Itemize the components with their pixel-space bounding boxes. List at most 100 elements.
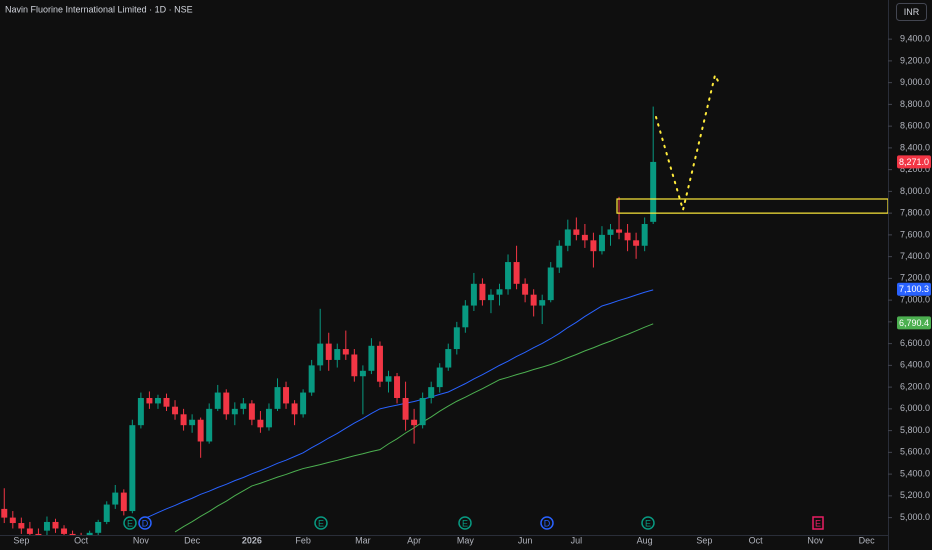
x-tick-label: Aug <box>637 535 653 545</box>
candle-body <box>248 403 255 420</box>
event-marker[interactable] <box>458 516 472 530</box>
candle-body <box>547 267 554 301</box>
candle-body <box>590 240 597 252</box>
candle-body <box>43 521 50 531</box>
chart-title: Navin Fluorine International Limited · 1… <box>5 4 193 14</box>
y-tick-label: 8,400.0 <box>900 142 930 152</box>
y-tick-label: 5,600.0 <box>900 447 930 457</box>
candle-body <box>103 504 110 522</box>
candle-body <box>556 245 563 268</box>
candle-body <box>137 397 144 426</box>
candle-body <box>479 283 486 301</box>
currency-box[interactable] <box>896 3 927 21</box>
candle-body <box>265 408 272 428</box>
y-tick-label: 6,600.0 <box>900 338 930 348</box>
x-tick-label: Nov <box>133 535 150 545</box>
x-tick-label: Oct <box>74 535 89 545</box>
y-tick-label: 8,000.0 <box>900 186 930 196</box>
candle-body <box>376 345 383 382</box>
zone <box>616 198 888 214</box>
event-marker[interactable] <box>314 516 328 530</box>
candle-body <box>283 387 290 404</box>
event-label[interactable]: D <box>142 518 149 528</box>
candle-body <box>129 425 136 512</box>
candle-body <box>146 397 153 404</box>
x-tick-label: Nov <box>807 535 824 545</box>
candle-body <box>300 392 307 415</box>
event-marker[interactable] <box>540 516 554 530</box>
event-label[interactable]: E <box>462 518 468 528</box>
event-marker[interactable] <box>123 516 137 530</box>
candle-body <box>462 305 469 328</box>
candle-body <box>231 408 238 415</box>
candle-body <box>9 517 16 524</box>
candle-body <box>163 397 170 407</box>
candle-body <box>359 370 366 377</box>
event-label[interactable]: E <box>127 518 133 528</box>
y-tick-label: 6,200.0 <box>900 381 930 391</box>
event-marker[interactable] <box>138 516 152 530</box>
candle-body <box>308 365 315 393</box>
event-marker[interactable] <box>812 516 824 530</box>
candle-body <box>52 521 59 529</box>
event-label[interactable]: D <box>544 518 551 528</box>
candle-body <box>172 406 179 415</box>
candle-body <box>154 397 161 404</box>
candle-body <box>189 419 196 426</box>
candle-body <box>35 533 42 535</box>
candle-body <box>385 376 392 382</box>
candle-body <box>616 229 623 233</box>
candle-body <box>291 403 298 415</box>
x-tick-label: Dec <box>184 535 201 545</box>
x-tick-label: Oct <box>749 535 764 545</box>
y-tick-label: 8,600.0 <box>900 121 930 131</box>
candle-body <box>513 262 520 284</box>
x-tick-label: Mar <box>355 535 371 545</box>
y-tick-label: 6,400.0 <box>900 360 930 370</box>
x-tick-label: May <box>457 535 475 545</box>
price-label: 6,790.4 <box>899 318 929 328</box>
candle-body <box>428 387 435 398</box>
candle-body <box>214 392 221 409</box>
price-label: 7,100.3 <box>899 284 929 294</box>
x-tick-label: Sep <box>696 535 712 545</box>
candle-body <box>530 294 537 306</box>
candle-body <box>1 508 8 518</box>
y-tick-label: 9,000.0 <box>900 77 930 87</box>
candle-body <box>419 397 426 426</box>
event-marker[interactable] <box>641 516 655 530</box>
candle-body <box>240 403 247 409</box>
y-tick-label: 7,000.0 <box>900 294 930 304</box>
candle-body <box>487 294 494 301</box>
y-tick-label: 9,200.0 <box>900 55 930 65</box>
x-tick-label: Apr <box>407 535 421 545</box>
event-label[interactable]: E <box>645 518 651 528</box>
candle-body <box>69 533 76 535</box>
candle-body <box>633 240 640 246</box>
candle-body <box>573 229 580 235</box>
candle-body <box>197 419 204 442</box>
candle-body <box>180 414 187 426</box>
y-tick-label: 8,800.0 <box>900 99 930 109</box>
y-tick-label: 5,400.0 <box>900 468 930 478</box>
y-tick-label: 7,600.0 <box>900 229 930 239</box>
candle-body <box>18 523 25 529</box>
plot-area <box>1 72 888 535</box>
candle-body <box>223 392 230 415</box>
candle-body <box>342 349 349 355</box>
candle-body <box>650 161 657 222</box>
projection <box>655 72 721 214</box>
candle-body <box>325 343 332 360</box>
y-tick-label: 8,200.0 <box>900 164 930 174</box>
currency[interactable]: INR <box>904 7 920 17</box>
y-tick-label: 5,800.0 <box>900 425 930 435</box>
event-label[interactable]: E <box>318 518 324 528</box>
x-tick-label: Jun <box>518 535 533 545</box>
candle-body <box>564 229 571 246</box>
candle-body <box>436 367 443 388</box>
y-tick-label: 9,400.0 <box>900 34 930 44</box>
candle-body <box>112 492 119 505</box>
event-label[interactable]: E <box>815 518 821 528</box>
